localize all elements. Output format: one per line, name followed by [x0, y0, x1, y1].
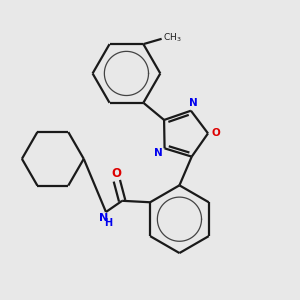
Text: N: N [99, 213, 108, 223]
Text: CH$_3$: CH$_3$ [163, 32, 181, 44]
Text: N: N [189, 98, 198, 108]
Text: H: H [104, 218, 113, 228]
Text: N: N [154, 148, 163, 158]
Text: O: O [111, 167, 121, 181]
Text: O: O [212, 128, 220, 138]
